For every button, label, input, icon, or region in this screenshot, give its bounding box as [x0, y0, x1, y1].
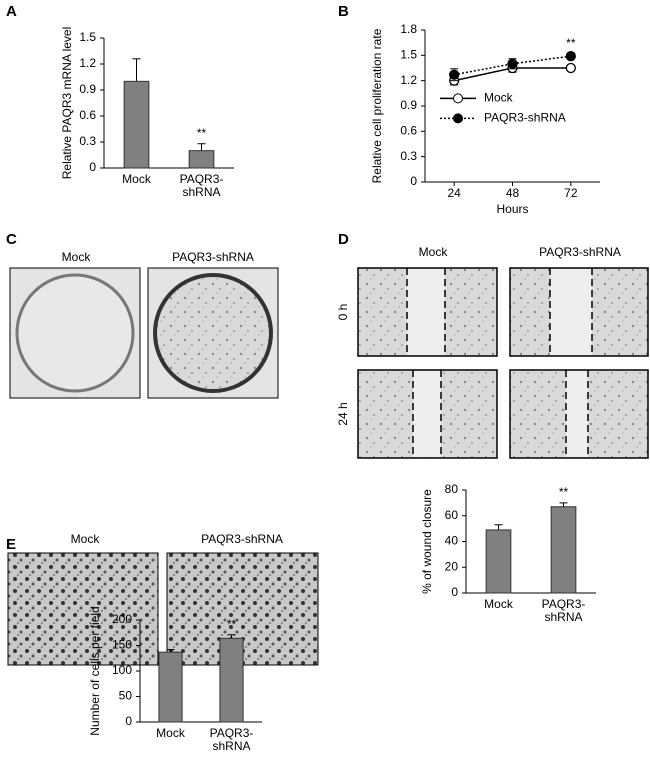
panel-label: A	[6, 3, 17, 20]
y-tick-label: 60	[445, 508, 459, 522]
y-axis-label: % of wound closure	[420, 489, 434, 594]
y-axis-label: Relative cell proliferation rate	[370, 28, 384, 183]
y-tick-label: 1.2	[400, 73, 417, 87]
image	[7, 552, 159, 666]
image-label: Mock	[71, 532, 101, 546]
marker	[565, 51, 576, 62]
legend-marker	[453, 93, 463, 104]
marker	[507, 58, 518, 69]
x-tick-label-text: PAQR3-shRNA	[541, 598, 586, 624]
row-label: 24 h	[336, 402, 350, 425]
y-tick-label: 200	[112, 612, 132, 626]
y-tick-label: 20	[445, 559, 459, 573]
x-tick-label-text: Mock	[122, 173, 151, 186]
y-tick-label: 50	[119, 689, 133, 703]
panel-label: E	[6, 536, 16, 553]
significance: **	[566, 36, 576, 50]
x-tick-label: 72	[564, 186, 578, 200]
x-tick-label-text: Mock	[484, 598, 513, 611]
y-tick-label: 0	[451, 585, 458, 599]
x-tick-label: 24	[447, 186, 461, 200]
y-tick-label: 0	[89, 160, 96, 174]
y-tick-label: 1.8	[400, 22, 417, 36]
bar	[219, 637, 244, 723]
y-tick-label: 150	[112, 638, 132, 652]
bar	[550, 506, 577, 594]
image-label: PAQR3-shRNA	[172, 250, 254, 264]
y-tick-label: 0	[125, 714, 132, 728]
x-axis-label: Hours	[496, 202, 528, 216]
legend-marker	[453, 113, 463, 124]
panel-label: C	[6, 231, 17, 248]
x-tick-label: PAQR3-shRNA	[541, 598, 586, 624]
x-tick-label-text: PAQR3-shRNA	[179, 173, 224, 199]
x-tick-label: Mock	[122, 173, 151, 186]
marker	[565, 62, 576, 74]
y-tick-label: 1.5	[79, 30, 96, 44]
x-tick-label-text: Mock	[156, 727, 185, 740]
wound-images	[357, 267, 649, 459]
y-tick-label: 0.3	[400, 149, 417, 163]
y-tick-label: 40	[445, 534, 459, 548]
significance: **	[197, 126, 207, 140]
significance: **	[559, 485, 569, 499]
y-tick-label: 0.6	[400, 124, 417, 138]
x-tick-label: 48	[506, 186, 520, 200]
x-tick-label: Mock	[156, 727, 185, 740]
image-label: Mock	[62, 250, 92, 264]
image-detail	[153, 273, 273, 393]
y-tick-label: 0.9	[79, 82, 96, 96]
y-axis-label: Number of cells per field	[88, 606, 102, 735]
y-tick-label: 0.3	[79, 134, 96, 148]
panel-label: D	[338, 231, 349, 248]
significance: **	[227, 617, 237, 631]
y-tick-label: 0	[410, 174, 417, 188]
x-tick-label: PAQR3-shRNA	[209, 727, 254, 753]
y-axis-label: Relative PAQR3 mRNA level	[60, 27, 74, 180]
x-tick-label: Mock	[484, 598, 513, 611]
legend-label: PAQR3-shRNA	[484, 111, 566, 125]
image-detail	[15, 273, 135, 393]
y-tick-label: 100	[112, 663, 132, 677]
marker	[449, 69, 460, 80]
bar	[158, 651, 183, 723]
bar	[485, 529, 512, 594]
image-label: PAQR3-shRNA	[539, 245, 621, 259]
y-tick-label: 0.9	[400, 98, 417, 112]
y-tick-label: 1.5	[400, 48, 417, 62]
legend-label: Mock	[484, 91, 514, 105]
bar	[123, 80, 150, 169]
row-label: 0 h	[336, 304, 350, 321]
x-tick-label-text: PAQR3-shRNA	[209, 727, 254, 753]
bar	[188, 150, 215, 169]
image-label: PAQR3-shRNA	[201, 532, 283, 546]
y-tick-label: 1.2	[79, 56, 96, 70]
y-tick-label: 0.6	[79, 108, 96, 122]
y-tick-label: 80	[445, 482, 459, 496]
x-tick-label: PAQR3-shRNA	[179, 173, 224, 199]
image-label: Mock	[419, 245, 449, 259]
panel-label: B	[338, 3, 349, 20]
